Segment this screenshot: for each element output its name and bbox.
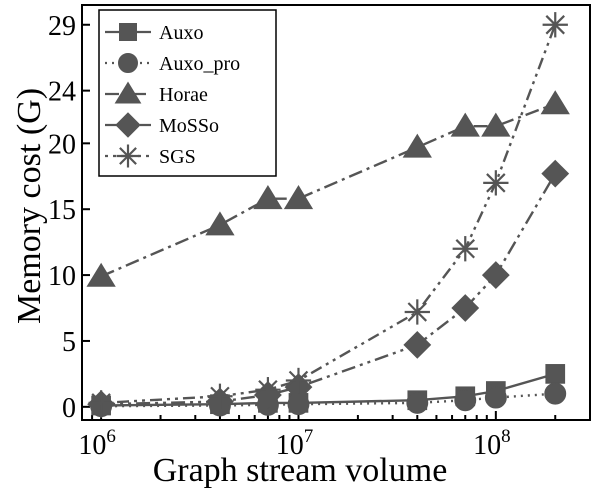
legend-entry: Auxo_pro — [105, 53, 240, 75]
series-point — [481, 112, 511, 137]
series-sgs — [88, 12, 568, 416]
series-point — [451, 294, 480, 322]
legend-entry: MoSSo — [105, 112, 219, 138]
y-tick-label: 20 — [48, 129, 76, 160]
legend: Auxo Auxo_pro Horae MoSSo SGS — [98, 9, 277, 177]
plot-area-border — [81, 4, 591, 421]
y-tick-label: 24 — [48, 77, 76, 108]
series-point — [403, 330, 432, 359]
series-point — [483, 170, 509, 196]
series-point — [119, 23, 137, 41]
y-tick-label: 10 — [48, 261, 76, 292]
x-tick-label: 108 — [473, 426, 511, 461]
y-axis-label: Memory cost (G) — [11, 88, 48, 324]
series-point — [545, 364, 566, 384]
y-tick-label: 5 — [62, 327, 76, 358]
series-line — [100, 102, 556, 278]
series-point — [542, 12, 568, 38]
series-point — [544, 382, 567, 405]
legend-label: Auxo_pro — [159, 53, 240, 75]
y-axis-ticks: 0 5 10 15 20 24 29 — [48, 11, 90, 424]
x-tick-label: 106 — [78, 426, 116, 461]
series-point — [452, 236, 478, 262]
series-point — [116, 144, 140, 168]
legend-label: Auxo — [159, 22, 203, 44]
legend-label: MoSSo — [159, 115, 219, 137]
series-point — [406, 391, 429, 414]
series-point — [285, 367, 312, 394]
legend-entry: Horae — [105, 81, 208, 106]
series-point — [118, 53, 138, 73]
legend-entry: Auxo — [105, 22, 203, 44]
series-point — [541, 159, 570, 188]
legend-label: SGS — [159, 146, 196, 168]
series-point — [450, 112, 480, 137]
series-point — [481, 261, 510, 289]
series-point — [283, 185, 314, 210]
plot-frame — [81, 4, 591, 421]
series-point — [115, 112, 141, 138]
series-point — [255, 377, 281, 403]
y-tick-label: 0 — [62, 393, 76, 424]
series-point — [484, 386, 507, 409]
series-layer — [86, 12, 570, 419]
series-point — [540, 90, 570, 115]
series-horae — [86, 90, 570, 287]
series-point — [86, 262, 116, 287]
series-mosso — [87, 159, 570, 419]
y-tick-label: 15 — [48, 195, 76, 226]
legend-entry: SGS — [105, 144, 196, 168]
series-point — [88, 390, 114, 416]
series-point — [404, 299, 430, 325]
series-point — [207, 383, 233, 409]
series-point — [454, 389, 477, 412]
y-tick-label: 29 — [48, 11, 76, 42]
series-point — [114, 81, 142, 104]
series-point — [253, 185, 283, 210]
legend-label: Horae — [159, 84, 208, 106]
series-point — [402, 133, 432, 158]
series-line — [101, 172, 557, 406]
x-axis-label: Graph stream volume — [153, 452, 448, 489]
series-point — [205, 211, 235, 236]
x-tick-label: 107 — [276, 426, 314, 461]
